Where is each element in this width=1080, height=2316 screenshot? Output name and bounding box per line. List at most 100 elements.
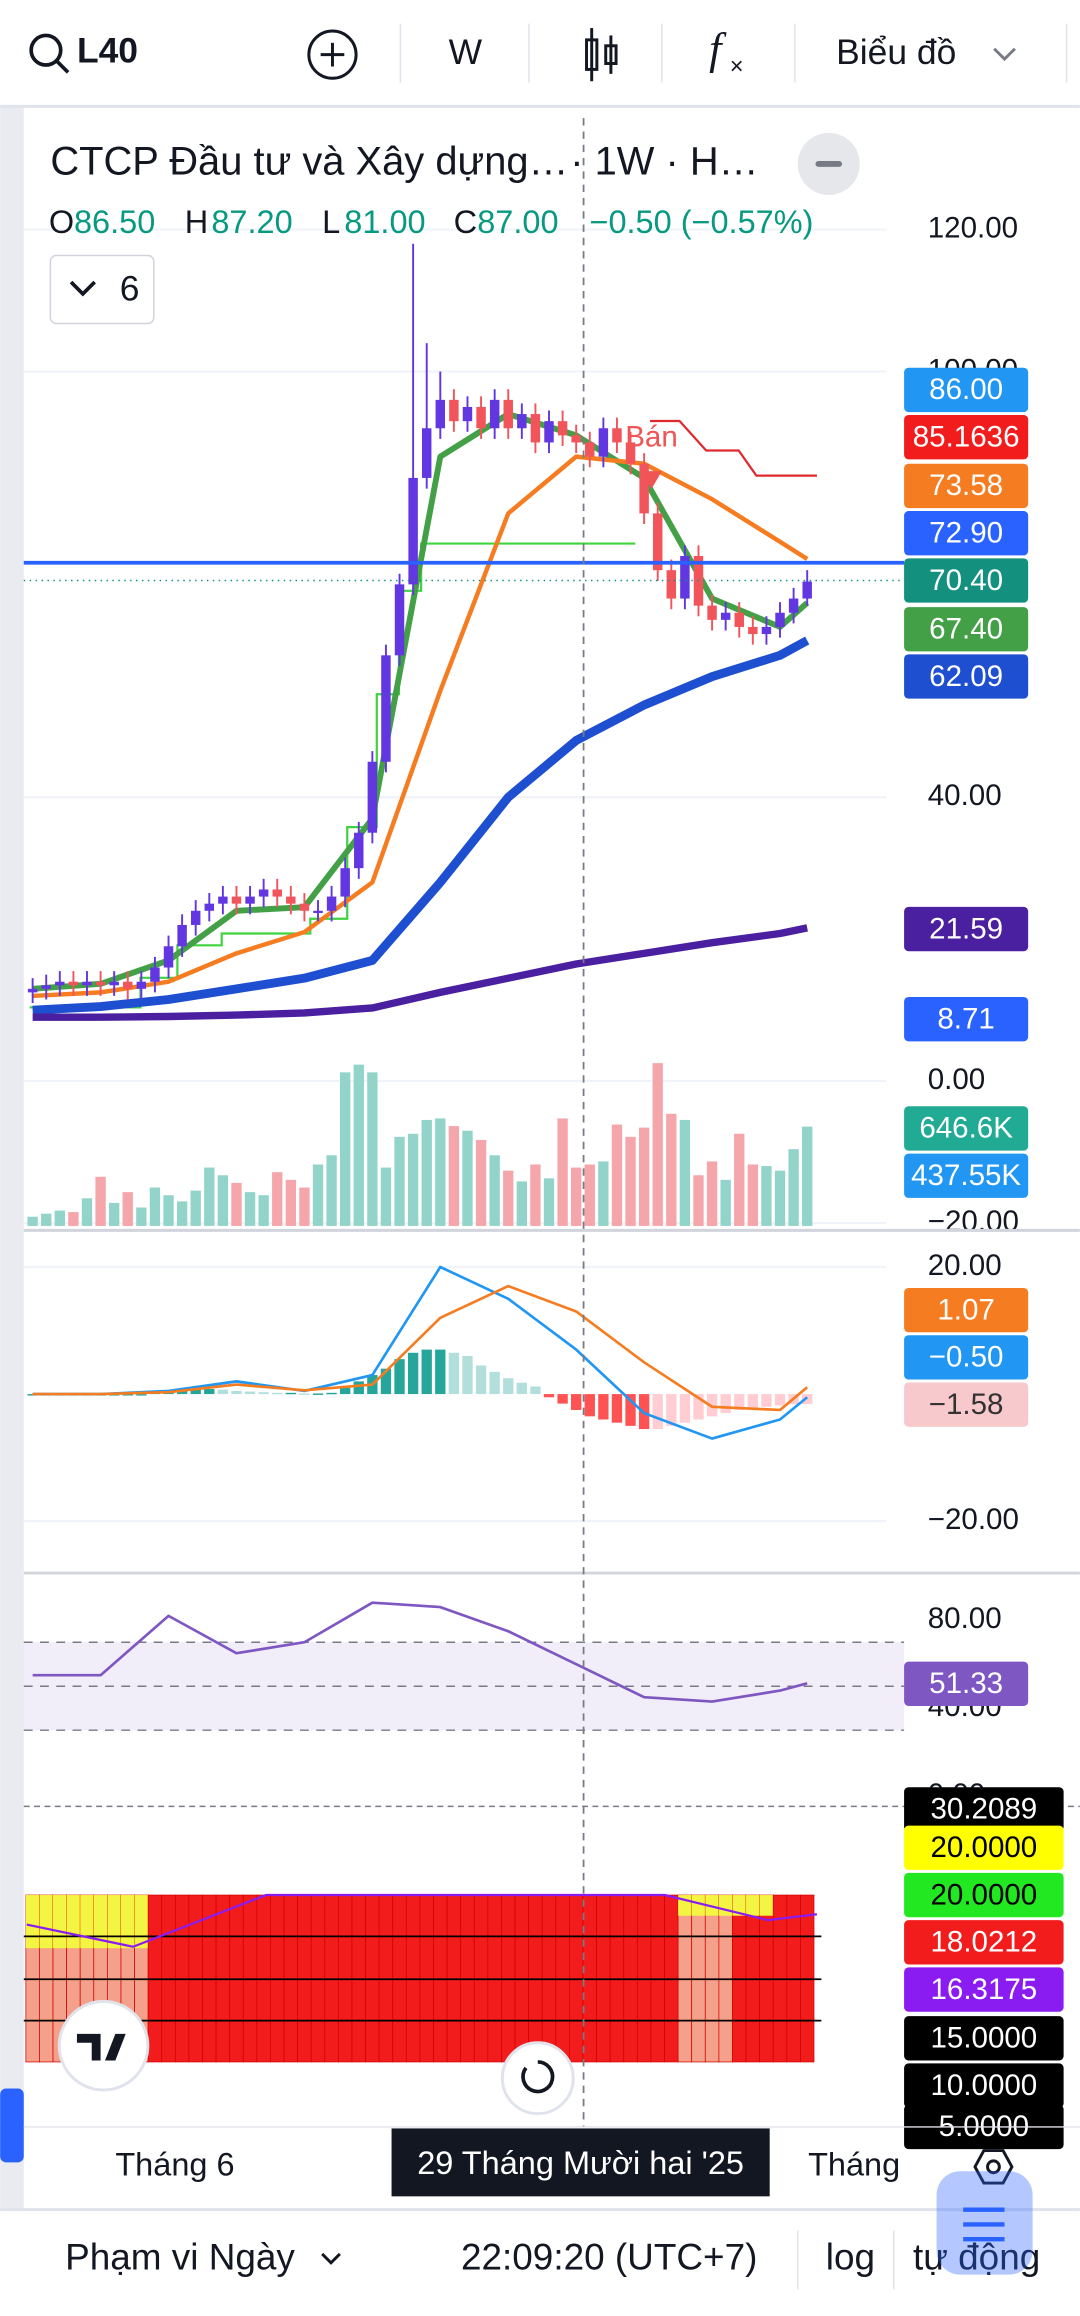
volume-bar xyxy=(557,1118,568,1226)
main-pane xyxy=(27,243,817,1226)
histogram-bar xyxy=(747,1394,759,1409)
candle-body xyxy=(489,399,500,429)
volume-bar xyxy=(489,1155,500,1226)
time-label: Tháng xyxy=(808,2146,900,2182)
signal-marker xyxy=(641,471,662,489)
price-badge-label: −0.50 xyxy=(929,1341,1004,1374)
toolbar: L40 W f × Biểu đồ xyxy=(0,23,1080,108)
price-badge-label: 85.1636 xyxy=(913,420,1020,453)
volume-bar xyxy=(68,1212,79,1226)
candle-body xyxy=(68,981,79,986)
volume-bar xyxy=(421,1119,432,1226)
candle-body xyxy=(503,399,513,429)
histogram-bar xyxy=(380,1368,392,1395)
volume-bar xyxy=(747,1164,759,1226)
interval[interactable]: W xyxy=(449,32,483,72)
search-icon[interactable] xyxy=(29,33,63,67)
volume-bar xyxy=(272,1172,283,1226)
indicator-count: 6 xyxy=(120,268,140,308)
volume-bar xyxy=(462,1130,473,1226)
candle-body xyxy=(381,655,391,762)
candle-body xyxy=(367,761,378,833)
histogram-bar xyxy=(543,1394,555,1398)
indicator-cap xyxy=(134,1895,149,1949)
price-badge xyxy=(904,1287,1029,1333)
candle-body xyxy=(449,399,459,422)
indicator-cap xyxy=(120,1895,135,1949)
price-badge xyxy=(904,2016,1064,2061)
histogram-bar xyxy=(326,1392,337,1395)
settings-icon[interactable] xyxy=(973,2149,1014,2185)
candle-body xyxy=(557,421,568,436)
ohlc-value: 87.00 xyxy=(477,204,558,240)
candle-body xyxy=(340,868,350,897)
volume-bar xyxy=(571,1167,582,1226)
add-button[interactable] xyxy=(307,29,358,80)
candle-body xyxy=(707,605,717,620)
volume-bar xyxy=(720,1179,731,1226)
auto-toggle[interactable]: tự động xyxy=(913,2237,1040,2278)
reset-button[interactable] xyxy=(500,2041,575,2116)
volume-bar xyxy=(584,1164,595,1226)
ohlc-value: 86.50 xyxy=(74,204,155,240)
candle-body xyxy=(245,896,255,904)
candle-body xyxy=(761,626,772,635)
candle-body xyxy=(326,896,337,911)
histogram-bar xyxy=(530,1386,541,1395)
price-badge-label: 15.0000 xyxy=(930,2022,1037,2055)
price-badge-label: 67.40 xyxy=(929,612,1003,645)
symbol-title: CTCP Đầu tư và Xây dựng… xyxy=(50,139,568,183)
volume-bar xyxy=(706,1161,718,1226)
histogram-bar xyxy=(312,1393,324,1395)
candle-body xyxy=(476,406,486,429)
chart-style-button[interactable] xyxy=(585,28,618,82)
histogram-bar xyxy=(625,1394,636,1426)
price-badge-label: 20.0000 xyxy=(930,1878,1037,1911)
side-tab[interactable] xyxy=(0,2088,24,2163)
price-badge-label: 18.0212 xyxy=(930,1926,1037,1959)
price-badge-label: 1.07 xyxy=(937,1293,994,1326)
histogram-bar xyxy=(611,1394,623,1423)
time-label: Tháng 6 xyxy=(115,2146,234,2182)
histogram-bar xyxy=(652,1394,663,1430)
ohlc-value: 81.00 xyxy=(344,204,425,240)
volume-bar xyxy=(41,1213,52,1226)
price-badge-label: 10.0000 xyxy=(930,2069,1037,2102)
price-badge xyxy=(904,1920,1064,1965)
price-badge xyxy=(904,1872,1064,1918)
candle-body xyxy=(517,414,527,429)
candle-body xyxy=(666,570,677,599)
logo[interactable] xyxy=(57,1999,150,2092)
candle-body xyxy=(394,584,405,656)
indicator-cap xyxy=(39,1895,54,1949)
log-toggle[interactable]: log xyxy=(826,2237,875,2278)
indicator-cap xyxy=(107,1895,121,1949)
volume-bar xyxy=(258,1195,269,1226)
histogram-bar xyxy=(217,1389,229,1395)
volume-bar xyxy=(326,1155,337,1226)
price-badge-label: 437.55K xyxy=(911,1159,1021,1192)
histogram-bar xyxy=(258,1392,269,1395)
volume-bar xyxy=(95,1176,106,1226)
histogram-bar xyxy=(176,1390,188,1395)
candle-body xyxy=(218,896,228,904)
y-tick-label: 80.00 xyxy=(928,1602,1002,1635)
histogram-bar xyxy=(679,1394,691,1423)
symbol[interactable]: L40 xyxy=(77,31,138,71)
volume-bar xyxy=(543,1178,555,1226)
settings-icon xyxy=(986,2159,1001,2175)
indicator-toggle[interactable] xyxy=(49,254,155,325)
price-badge xyxy=(904,415,1029,460)
chart-type[interactable]: Biểu đồ xyxy=(836,32,956,72)
volume-bar xyxy=(530,1164,541,1226)
histogram-bar xyxy=(421,1349,432,1395)
price-badge xyxy=(904,367,1029,413)
volume-bar xyxy=(299,1187,310,1226)
clock: 22:09:20 (UTC+7) xyxy=(461,2237,757,2278)
price-badge-label: 51.33 xyxy=(929,1667,1003,1700)
date-range[interactable]: Phạm vi Ngày xyxy=(65,2237,295,2278)
ohlc-label: C xyxy=(454,204,477,240)
candle-body xyxy=(27,988,38,993)
